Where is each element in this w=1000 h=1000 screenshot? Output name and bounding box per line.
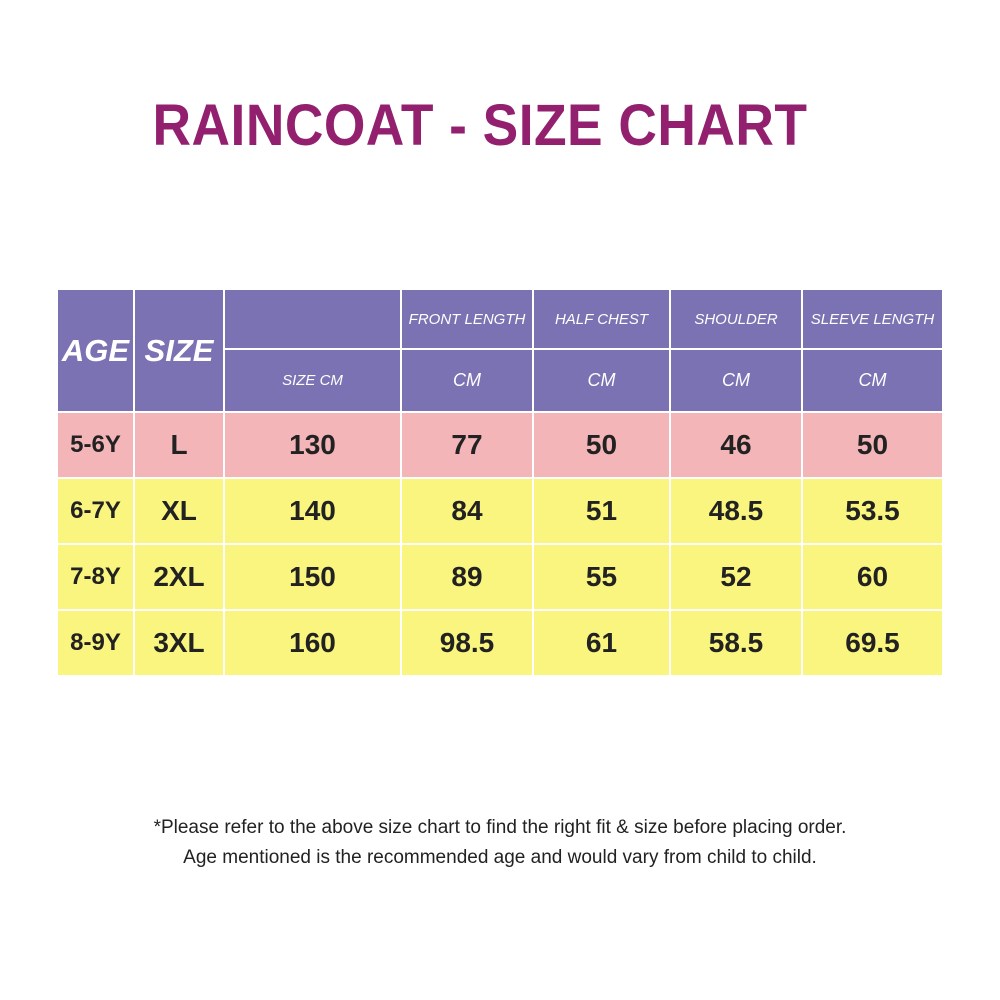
cell-front-length: 84 — [402, 479, 532, 543]
cell-shoulder: 52 — [671, 545, 801, 609]
cell-front-length: 98.5 — [402, 611, 532, 675]
cell-sleeve-length: 53.5 — [803, 479, 942, 543]
cell-half-chest: 55 — [534, 545, 669, 609]
cell-size: XL — [135, 479, 223, 543]
header-size: SIZE — [135, 290, 223, 411]
size-chart-table: AGE SIZE FRONT LENGTH HALF CHEST SHOULDE… — [58, 290, 942, 675]
cell-shoulder: 58.5 — [671, 611, 801, 675]
cell-sleeve-length: 69.5 — [803, 611, 942, 675]
cell-front-length: 77 — [402, 413, 532, 477]
header-shoulder: SHOULDER — [671, 290, 801, 348]
cell-half-chest: 50 — [534, 413, 669, 477]
cell-shoulder: 48.5 — [671, 479, 801, 543]
cell-half-chest: 51 — [534, 479, 669, 543]
cell-half-chest: 61 — [534, 611, 669, 675]
cell-sleeve-length: 60 — [803, 545, 942, 609]
header-unit-cm: CM — [671, 350, 801, 411]
header-blank — [225, 290, 400, 348]
header-sleeve-length: SLEEVE LENGTH — [803, 290, 942, 348]
cell-size-cm: 150 — [225, 545, 400, 609]
cell-front-length: 89 — [402, 545, 532, 609]
cell-shoulder: 46 — [671, 413, 801, 477]
header-size-cm: SIZE CM — [225, 350, 400, 411]
cell-size-cm: 160 — [225, 611, 400, 675]
header-age: AGE — [58, 290, 133, 411]
cell-size: 2XL — [135, 545, 223, 609]
cell-age: 5-6Y — [58, 413, 133, 477]
age-note: Age mentioned is the recommended age and… — [183, 847, 817, 868]
cell-sleeve-length: 50 — [803, 413, 942, 477]
cell-age: 8-9Y — [58, 611, 133, 675]
cell-size: L — [135, 413, 223, 477]
header-half-chest: HALF CHEST — [534, 290, 669, 348]
header-unit-cm: CM — [534, 350, 669, 411]
cell-size-cm: 140 — [225, 479, 400, 543]
fit-note: *Please refer to the above size chart to… — [153, 817, 847, 838]
header-unit-cm: CM — [402, 350, 532, 411]
cell-age: 7-8Y — [58, 545, 133, 609]
header-front-length: FRONT LENGTH — [402, 290, 532, 348]
cell-size-cm: 130 — [225, 413, 400, 477]
cell-size: 3XL — [135, 611, 223, 675]
header-unit-cm: CM — [803, 350, 942, 411]
page-title: RAINCOAT - SIZE CHART — [152, 93, 808, 158]
cell-age: 6-7Y — [58, 479, 133, 543]
